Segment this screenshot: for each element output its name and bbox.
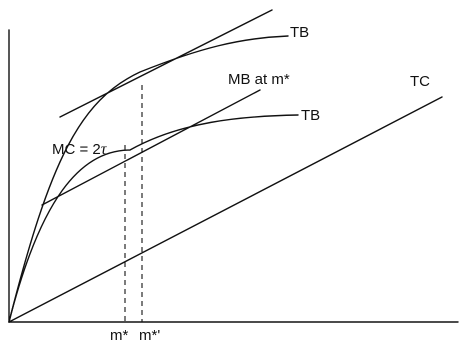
tb-lower-label: TB [301, 107, 320, 124]
mc-label-text: MC = 2 [52, 141, 101, 158]
tb-upper-label: TB [290, 24, 309, 41]
m-star-prime-label: m*' [139, 327, 160, 344]
tb-lower-curve [8, 114, 299, 323]
tb-upper-curve [8, 35, 289, 323]
tc-label: TC [410, 73, 430, 90]
m-star-label: m* [110, 327, 128, 344]
mc-label: MC = 2τ [52, 141, 108, 158]
mb-label: MB at m* [228, 71, 290, 88]
mc-tau-symbol: τ [101, 141, 108, 158]
upper-tangent-line [59, 9, 273, 118]
mb-tangent-line [41, 89, 261, 206]
tc-line [8, 96, 443, 323]
